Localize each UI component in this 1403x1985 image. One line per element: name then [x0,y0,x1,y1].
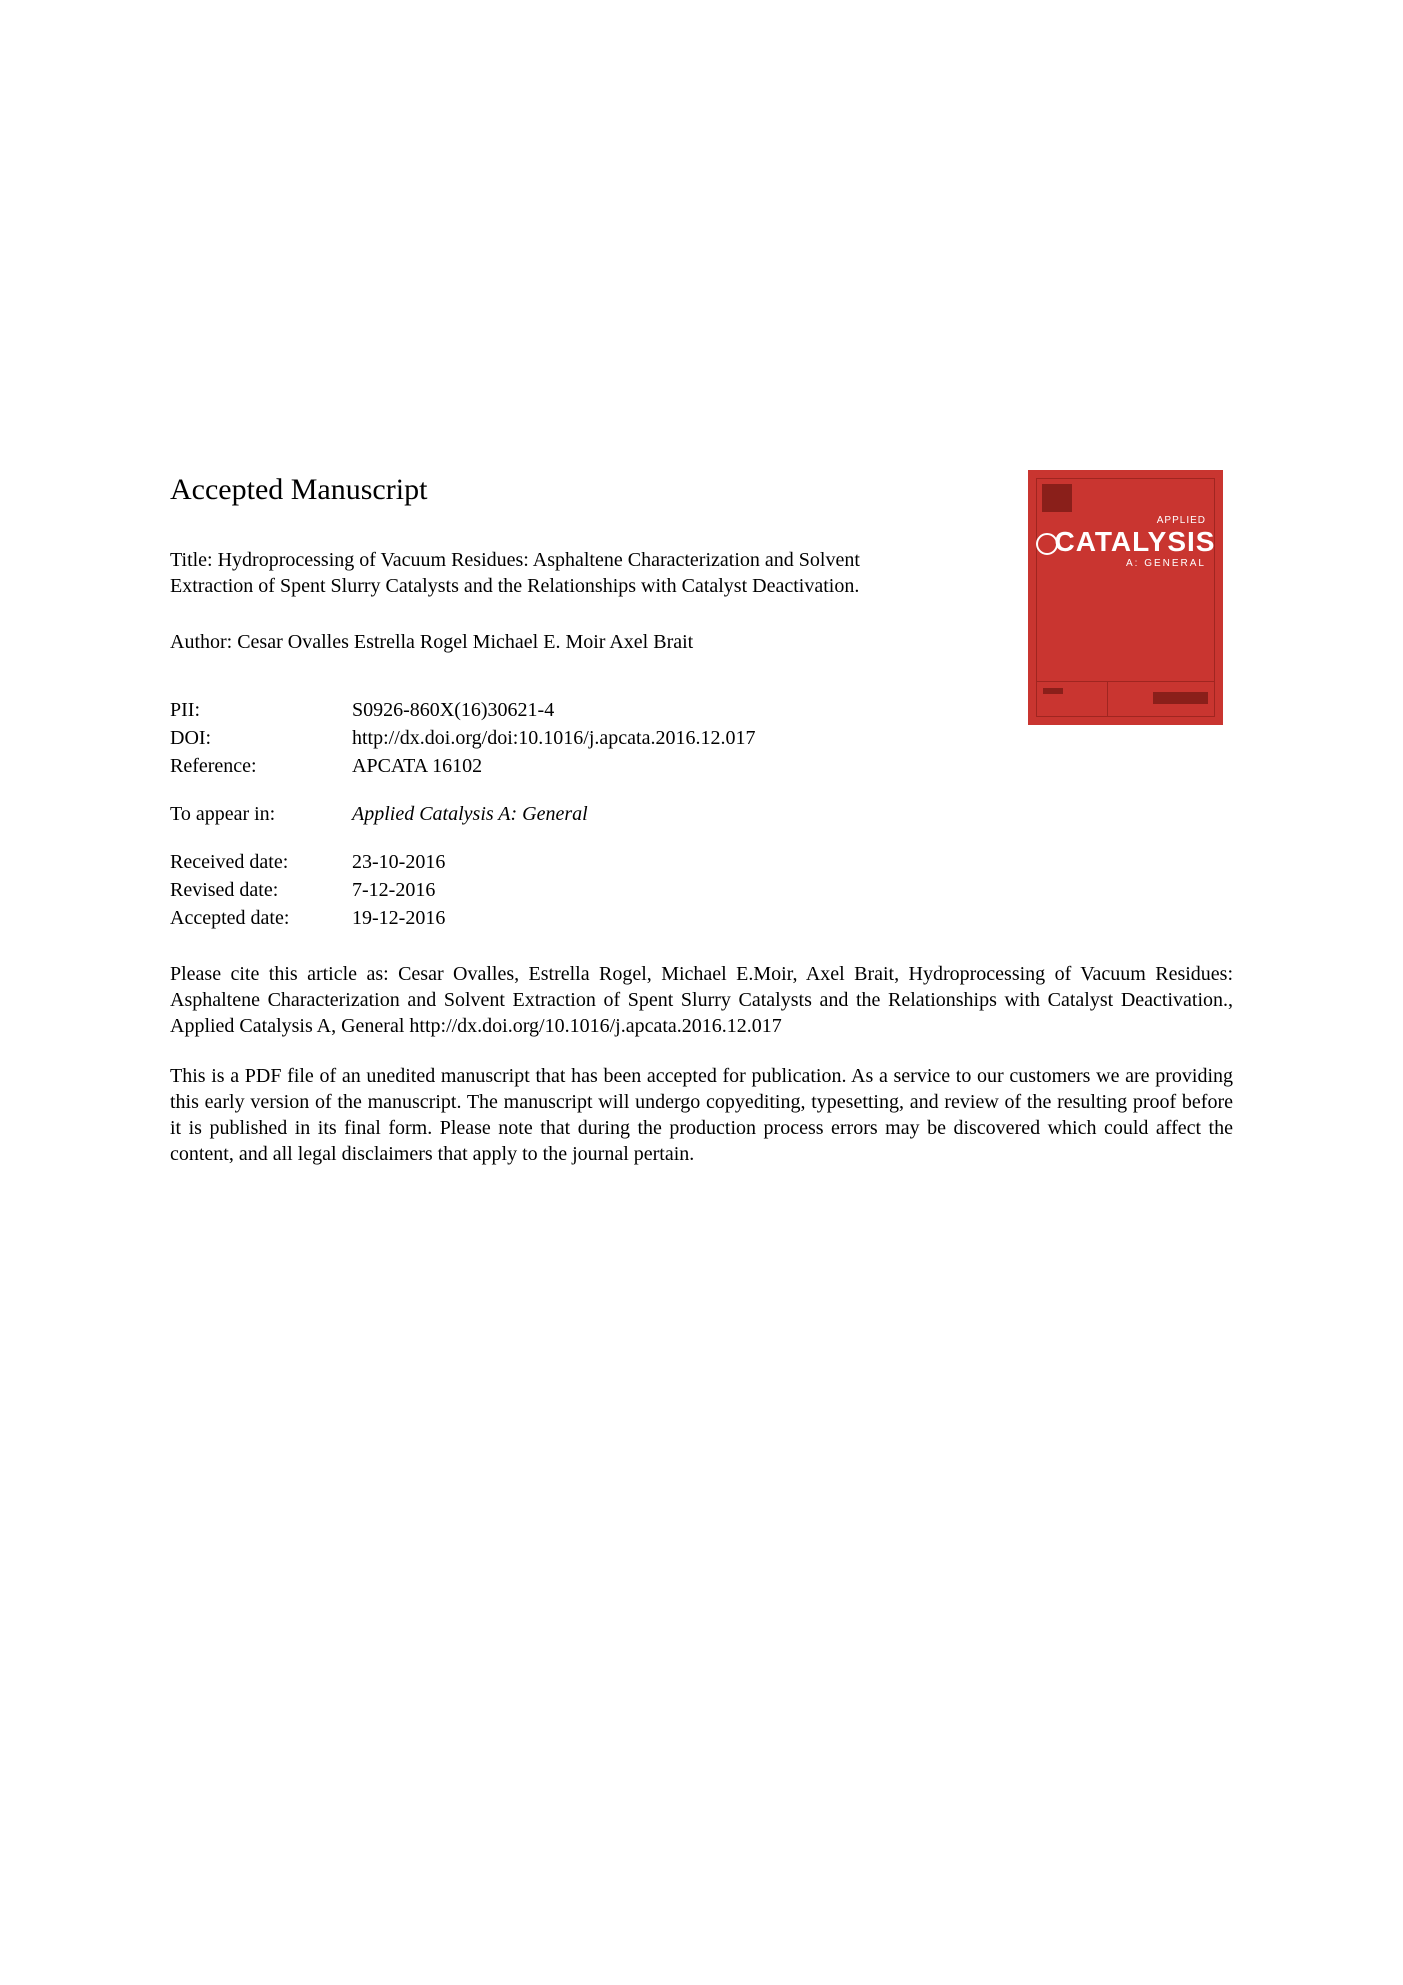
received-label: Received date: [170,849,352,875]
cover-journal-subtitle: A: GENERAL [1126,557,1206,570]
cover-footer-left [1037,682,1108,716]
cover-footer-right [1108,682,1214,716]
cover-inner: APPLIED CATALYSIS A: GENERAL [1036,478,1215,717]
metadata-row-reference: Reference: APCATA 16102 [170,753,1233,779]
metadata-row-doi: DOI: http://dx.doi.org/doi:10.1016/j.apc… [170,725,1233,751]
cover-journal-title: CATALYSIS [1036,524,1216,560]
doi-value: http://dx.doi.org/doi:10.1016/j.apcata.2… [352,725,1233,751]
accepted-label: Accepted date: [170,905,352,931]
pii-label: PII: [170,697,352,723]
metadata-row-received: Received date: 23-10-2016 [170,849,1233,875]
doi-label: DOI: [170,725,352,751]
revised-value: 7-12-2016 [352,877,1233,903]
metadata-table: PII: S0926-860X(16)30621-4 DOI: http://d… [170,697,1233,931]
metadata-row-revised: Revised date: 7-12-2016 [170,877,1233,903]
disclaimer-text: This is a PDF file of an unedited manusc… [170,1063,1233,1167]
publisher-logo-icon [1042,484,1072,512]
content-wrapper: APPLIED CATALYSIS A: GENERAL Accepted Ma… [170,470,1233,1167]
accepted-value: 19-12-2016 [352,905,1233,931]
reference-value: APCATA 16102 [352,753,1233,779]
cover-title-text: CATALYSIS [1055,526,1216,557]
cover-footer [1037,681,1214,716]
metadata-row-accepted: Accepted date: 19-12-2016 [170,905,1233,931]
citation-text: Please cite this article as: Cesar Ovall… [170,961,1233,1039]
manuscript-title: Title: Hydroprocessing of Vacuum Residue… [170,547,940,599]
revised-label: Revised date: [170,877,352,903]
appear-value: Applied Catalysis A: General [352,801,1233,827]
reference-label: Reference: [170,753,352,779]
received-value: 23-10-2016 [352,849,1233,875]
metadata-row-appear: To appear in: Applied Catalysis A: Gener… [170,801,1233,827]
journal-cover-thumbnail: APPLIED CATALYSIS A: GENERAL [1028,470,1223,725]
appear-label: To appear in: [170,801,352,827]
manuscript-authors: Author: Cesar Ovalles Estrella Rogel Mic… [170,629,940,655]
